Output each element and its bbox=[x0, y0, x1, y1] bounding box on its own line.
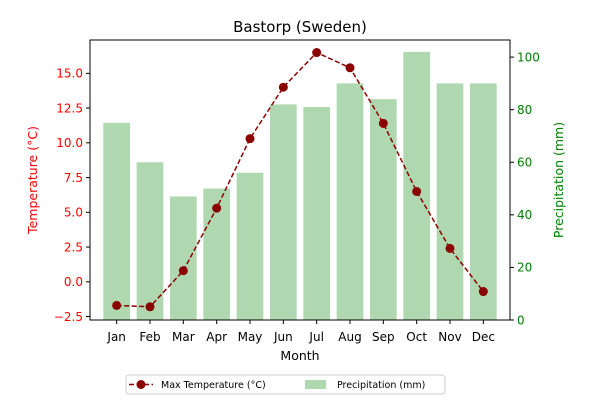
temperature-point-jul bbox=[312, 48, 322, 58]
precipitation-bar-may bbox=[236, 172, 264, 320]
precipitation-bar-jan bbox=[103, 122, 130, 321]
y-right-tick-label: 40 bbox=[517, 208, 532, 222]
temperature-point-nov bbox=[445, 243, 455, 253]
temperature-point-may bbox=[245, 134, 255, 144]
y-right-tick-label: 60 bbox=[517, 156, 532, 170]
y-left-tick-label: −2.5 bbox=[54, 310, 83, 324]
temperature-point-jan bbox=[112, 300, 122, 310]
temperature-point-feb bbox=[145, 302, 155, 312]
temperature-point-oct bbox=[412, 186, 422, 196]
line-layer bbox=[112, 48, 488, 312]
temperature-point-mar bbox=[178, 266, 188, 276]
y-right-axis-ticks: 0 20 40 60 80 100 bbox=[510, 50, 540, 327]
precipitation-bar-feb bbox=[136, 162, 164, 320]
temperature-point-aug bbox=[345, 63, 355, 73]
chart-title: Bastorp (Sweden) bbox=[233, 18, 367, 36]
legend-line-marker bbox=[136, 380, 146, 389]
x-tick-label-dec: Dec bbox=[472, 330, 495, 344]
temperature-point-sep bbox=[378, 118, 388, 128]
y-right-tick-label: 80 bbox=[517, 103, 532, 117]
precipitation-bar-aug bbox=[336, 83, 364, 320]
y-left-tick-label: 15.0 bbox=[56, 67, 83, 81]
legend-label-precipitation: Precipitation (mm) bbox=[337, 380, 425, 391]
y-left-tick-label: 0.0 bbox=[64, 275, 83, 289]
precipitation-bar-mar bbox=[170, 196, 197, 320]
bars-layer bbox=[103, 51, 497, 321]
precipitation-bar-jun bbox=[270, 104, 297, 320]
y-left-axis-title: Temperature (°C) bbox=[25, 126, 40, 235]
legend: Max Temperature (°C) Precipitation (mm) bbox=[125, 374, 446, 395]
precipitation-bar-oct bbox=[403, 51, 430, 320]
x-tick-label-nov: Nov bbox=[438, 330, 461, 344]
temperature-line bbox=[116, 51, 484, 308]
precipitation-bar-jul bbox=[303, 107, 330, 320]
y-right-tick-label: 0 bbox=[517, 313, 525, 327]
x-tick-label-feb: Feb bbox=[139, 330, 160, 344]
precipitation-bar-nov bbox=[436, 83, 464, 320]
y-left-tick-label: 10.0 bbox=[56, 136, 83, 150]
temperature-point-jun bbox=[278, 82, 288, 92]
precipitation-bar-dec bbox=[470, 83, 497, 320]
plot-frame bbox=[89, 39, 511, 321]
x-tick-label-jun: Jun bbox=[273, 330, 293, 344]
y-right-axis-title: Precipitation (mm) bbox=[551, 122, 566, 238]
x-axis-ticks: Jan Feb Mar Apr May Jun Jul Aug Sep Oct Nov Dec bbox=[106, 320, 495, 344]
temperature-point-dec bbox=[478, 287, 488, 297]
temperature-point-apr bbox=[212, 203, 222, 213]
x-tick-label-sep: Sep bbox=[372, 330, 395, 344]
x-tick-label-jan: Jan bbox=[106, 330, 126, 344]
legend-label-temperature: Max Temperature (°C) bbox=[161, 380, 266, 391]
y-right-tick-label: 20 bbox=[517, 261, 532, 275]
legend-bar-swatch bbox=[305, 380, 326, 389]
y-left-tick-label: 7.5 bbox=[64, 171, 83, 185]
y-right-tick-label: 100 bbox=[517, 50, 540, 64]
x-tick-label-mar: Mar bbox=[172, 330, 195, 344]
precipitation-bar-sep bbox=[370, 99, 397, 320]
y-left-tick-label: 2.5 bbox=[64, 240, 83, 254]
x-tick-label-oct: Oct bbox=[406, 330, 427, 344]
y-left-tick-label: 5.0 bbox=[64, 206, 83, 220]
y-left-tick-label: 12.5 bbox=[56, 101, 83, 115]
y-left-axis-ticks: −2.5 0.0 2.5 5.0 7.5 10.0 12.5 15.0 bbox=[54, 67, 90, 324]
legend-frame bbox=[125, 374, 446, 395]
x-tick-label-aug: Aug bbox=[338, 330, 361, 344]
x-axis-title: Month bbox=[280, 348, 319, 363]
x-tick-label-apr: Apr bbox=[206, 330, 227, 344]
x-tick-label-may: May bbox=[238, 330, 263, 344]
x-tick-label-jul: Jul bbox=[308, 330, 323, 344]
